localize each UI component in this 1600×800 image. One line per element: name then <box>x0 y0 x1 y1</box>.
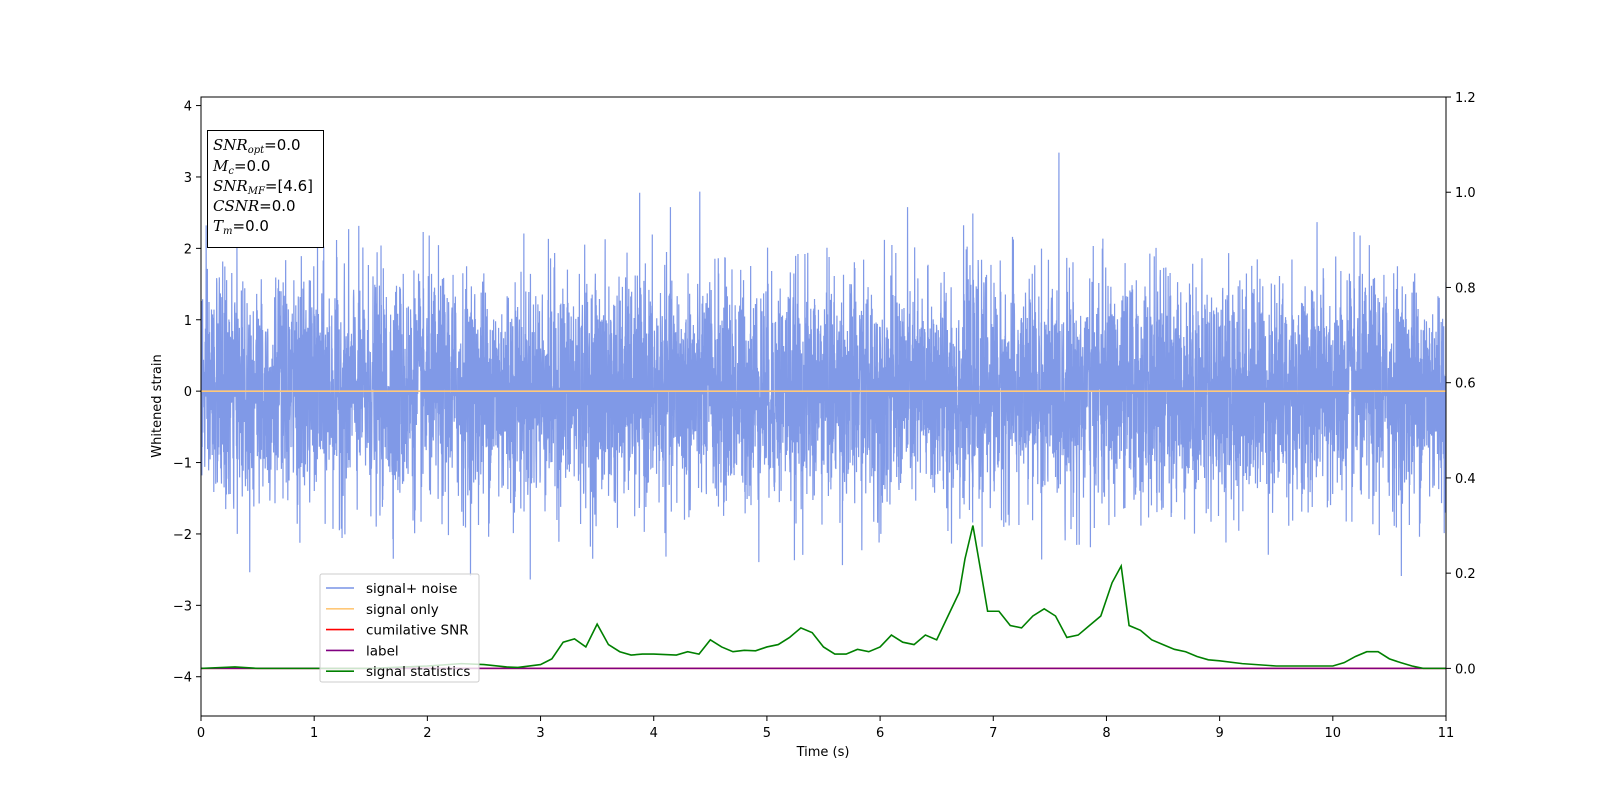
y-axis-right: 0.0 0.2 0.4 0.6 0.8 1.0 1.2 <box>1446 91 1476 677</box>
signal-statistics-line <box>201 525 1446 670</box>
y-left-tick-label: 4 <box>184 100 192 115</box>
x-axis: 0 1 2 3 4 5 6 7 8 9 10 11 <box>197 716 1454 741</box>
x-axis-label: Time (s) <box>796 745 850 760</box>
x-tick-label: 3 <box>536 726 544 741</box>
y-left-tick-label: −1 <box>173 457 192 472</box>
y-left-tick-label: 0 <box>184 385 192 400</box>
y-right-tick-label: 0.0 <box>1455 662 1476 677</box>
y-left-tick-label: −4 <box>173 671 192 686</box>
legend-label: signal statistics <box>366 664 470 680</box>
legend: signal+ noise signal only cumilative SNR la… <box>319 573 480 683</box>
y-axis-left: −4 −3 −2 −1 0 1 2 3 4 <box>173 100 201 686</box>
x-tick-label: 7 <box>989 726 997 741</box>
legend-label: signal+ noise <box>366 581 457 597</box>
y-left-tick-label: −2 <box>173 528 192 543</box>
snr-opt-line: SNRopt=0.0 <box>213 136 301 156</box>
y-right-tick-label: 0.4 <box>1455 472 1476 487</box>
x-tick-label: 5 <box>763 726 771 741</box>
noise-series <box>201 152 1446 580</box>
x-tick-label: 0 <box>197 726 205 741</box>
legend-frame <box>319 573 480 683</box>
x-tick-label: 4 <box>650 726 658 741</box>
y-left-tick-label: 2 <box>184 242 192 257</box>
x-tick-label: 8 <box>1102 726 1110 741</box>
y-right-tick-label: 1.2 <box>1455 91 1476 106</box>
info-box: SNRopt=0.0 Mc=0.0 SNRMF=[4.6] CSNR=0.0 T… <box>207 130 324 248</box>
legend-label: label <box>366 643 399 659</box>
x-tick-label: 6 <box>876 726 884 741</box>
legend-label: cumilative SNR <box>366 623 469 639</box>
y-right-tick-label: 1.0 <box>1455 186 1476 201</box>
signal-noise-line <box>201 152 1446 580</box>
y-right-tick-label: 0.8 <box>1455 281 1476 296</box>
mc-line: Mc=0.0 <box>213 156 271 177</box>
tm-line: Tm=0.0 <box>213 217 269 237</box>
y-right-tick-label: 0.2 <box>1455 567 1476 582</box>
y-left-tick-label: −3 <box>173 599 192 614</box>
x-tick-label: 10 <box>1325 726 1342 741</box>
y-right-tick-label: 0.6 <box>1455 377 1476 392</box>
csnr-line: CSNR=0.0 <box>213 197 296 215</box>
plot-frame <box>200 96 1447 717</box>
y-axis-label: Whitened strain <box>150 354 165 457</box>
y-left-tick-label: 1 <box>184 314 192 329</box>
snr-mf-line: SNRMF=[4.6] <box>213 177 314 197</box>
x-tick-label: 11 <box>1438 726 1455 741</box>
x-tick-label: 1 <box>310 726 318 741</box>
legend-label: signal only <box>366 602 439 618</box>
y-left-tick-label: 3 <box>184 171 192 186</box>
x-tick-label: 2 <box>423 726 431 741</box>
x-tick-label: 9 <box>1215 726 1223 741</box>
